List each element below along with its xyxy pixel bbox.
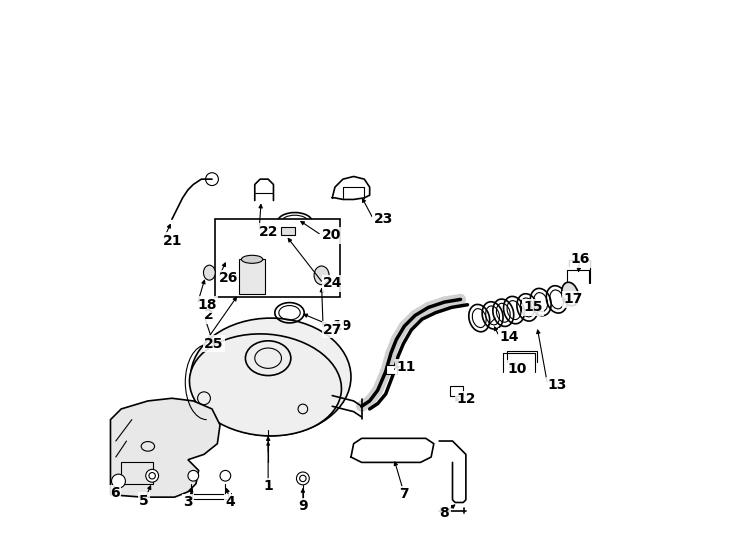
Text: 11: 11 <box>396 360 416 374</box>
Text: 7: 7 <box>399 488 410 502</box>
Text: 17: 17 <box>564 292 583 306</box>
Text: 10: 10 <box>507 362 526 376</box>
Text: 21: 21 <box>163 234 182 248</box>
Text: 27: 27 <box>323 323 343 337</box>
Text: 19: 19 <box>333 319 352 333</box>
Ellipse shape <box>314 266 329 285</box>
Text: 20: 20 <box>321 228 341 242</box>
Ellipse shape <box>189 334 341 436</box>
Bar <box>214 219 341 296</box>
Text: 4: 4 <box>226 496 236 509</box>
Circle shape <box>220 470 230 481</box>
Ellipse shape <box>241 255 263 264</box>
Text: 16: 16 <box>570 252 589 266</box>
Text: 1: 1 <box>264 480 273 494</box>
Bar <box>385 364 398 374</box>
Text: 13: 13 <box>548 378 567 392</box>
Text: 14: 14 <box>500 330 519 344</box>
Text: 9: 9 <box>298 499 308 513</box>
Text: 12: 12 <box>457 393 476 406</box>
Text: 3: 3 <box>184 496 193 509</box>
Text: 18: 18 <box>197 298 217 312</box>
Circle shape <box>188 470 199 481</box>
PathPatch shape <box>110 399 220 497</box>
Ellipse shape <box>191 318 351 436</box>
Ellipse shape <box>203 265 215 280</box>
Text: 24: 24 <box>323 276 343 291</box>
Circle shape <box>112 474 126 488</box>
Text: 8: 8 <box>440 506 449 520</box>
Ellipse shape <box>562 282 578 306</box>
Text: 6: 6 <box>110 487 120 501</box>
Text: 23: 23 <box>374 212 393 226</box>
Text: 15: 15 <box>523 300 542 314</box>
Text: 2: 2 <box>204 308 214 322</box>
Bar <box>281 227 295 235</box>
Text: 5: 5 <box>139 494 149 508</box>
Text: 25: 25 <box>204 337 223 351</box>
Bar <box>239 259 266 294</box>
Circle shape <box>146 469 159 482</box>
Bar <box>121 462 153 484</box>
Circle shape <box>297 472 309 485</box>
Text: 26: 26 <box>219 271 238 285</box>
Text: 22: 22 <box>259 225 278 239</box>
Bar <box>450 386 463 396</box>
